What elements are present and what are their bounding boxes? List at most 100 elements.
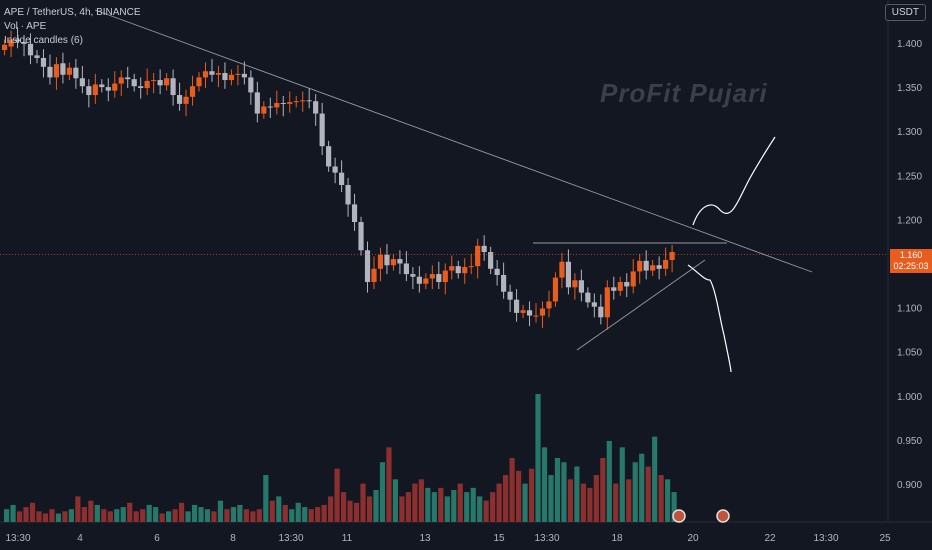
candle-body (157, 80, 163, 86)
volume-bar (451, 490, 457, 522)
candle-body (215, 72, 222, 75)
candle-body (222, 72, 228, 81)
volume-bar (639, 453, 645, 522)
volume-bar (289, 509, 295, 522)
volume-bar (321, 504, 327, 522)
candle-body (118, 77, 124, 84)
volume-bar (541, 447, 548, 522)
volume-bar (425, 487, 431, 522)
volume-bar (250, 511, 256, 522)
candle-body (565, 261, 572, 288)
volume-bar (619, 447, 625, 522)
volume-bar (548, 475, 554, 522)
volume-bar (94, 504, 100, 522)
volume-bar (101, 509, 107, 522)
volume-bar (224, 509, 230, 522)
volume-bar (386, 447, 392, 522)
volume-bar (353, 502, 360, 522)
bullish-projection-path (692, 136, 776, 226)
candle-body (313, 101, 319, 114)
volume-bar (334, 468, 340, 522)
candle-body (423, 278, 429, 284)
volume-bar (490, 492, 496, 522)
volume-bar (483, 500, 489, 522)
volume-bar (243, 509, 249, 522)
x-tick-label: 22 (764, 533, 776, 544)
candle-body (611, 287, 617, 291)
event-marker-icon (672, 509, 686, 523)
symbol-label[interactable]: APE / TetherUS, 4h, BINANCE (4, 7, 141, 18)
candle-body (513, 299, 520, 313)
candle-body (293, 101, 299, 103)
volume-bar (127, 502, 133, 522)
candle-body (254, 92, 260, 114)
volume-bar (23, 507, 29, 522)
volume-bar (626, 479, 632, 522)
volume-bar (379, 462, 386, 522)
volume-bar (107, 511, 113, 522)
volume-bar (399, 496, 405, 522)
x-tick-label: 18 (611, 533, 623, 544)
volume-bar (522, 483, 528, 522)
candle-body (235, 73, 241, 75)
candle-body (410, 274, 416, 277)
candle-body (585, 292, 591, 303)
candle-body (112, 83, 118, 91)
volume-bar (263, 475, 269, 522)
candle-body (455, 266, 461, 274)
volume-bar (49, 509, 55, 522)
candle-body (403, 263, 409, 275)
y-tick-label: 1.250 (897, 171, 922, 182)
volume-bar (477, 496, 483, 522)
volume-bar (308, 509, 314, 522)
volume-bar (464, 492, 470, 522)
candle-body (371, 268, 377, 283)
candle-body (643, 260, 649, 271)
watermark-text: ProFit Pujari (600, 78, 768, 108)
candle-body (591, 302, 597, 307)
candle-body (462, 267, 468, 274)
volume-bar (438, 487, 444, 522)
volume-bar (114, 509, 120, 522)
volume-bar (574, 466, 580, 522)
volume-label[interactable]: Vol · APE (4, 21, 47, 32)
volume-bar (587, 487, 593, 522)
indicator-label[interactable]: Inside candles (6) (4, 35, 83, 46)
candle-body (364, 250, 371, 283)
candle-body (40, 57, 47, 67)
candle-body (507, 291, 513, 300)
volume-bar (580, 483, 586, 522)
descending-trendline (94, 9, 813, 273)
volume-bar (341, 492, 347, 522)
candle-body (306, 100, 312, 102)
last-price-value: 1.160 (899, 250, 923, 260)
volume-bar (88, 500, 94, 522)
candle-body (280, 102, 286, 104)
volume-bar (172, 509, 178, 522)
candle-body (481, 245, 487, 253)
candle-body (92, 84, 98, 96)
volume-bar (561, 462, 567, 522)
candle-body (656, 265, 662, 269)
x-tick-label: 11 (342, 533, 353, 544)
candle-body (2, 44, 8, 51)
x-tick-label: 15 (493, 533, 505, 544)
volume-bar (392, 479, 399, 522)
candle-body (442, 270, 448, 283)
volume-bar (16, 511, 23, 522)
volume-bar (302, 507, 308, 522)
x-tick-label: 20 (687, 533, 699, 544)
candle-body (390, 259, 397, 266)
volume-bar (29, 502, 36, 522)
candle-body (539, 308, 546, 316)
y-tick-label: 1.350 (897, 83, 922, 94)
candle-body (526, 310, 533, 316)
currency-button[interactable]: USDT (884, 4, 926, 21)
candle-body (520, 310, 526, 313)
volume-bar (230, 507, 237, 522)
countdown-timer: 02:25:03 (893, 261, 929, 271)
volume-bar (81, 507, 87, 522)
x-tick-label: 8 (230, 533, 236, 544)
